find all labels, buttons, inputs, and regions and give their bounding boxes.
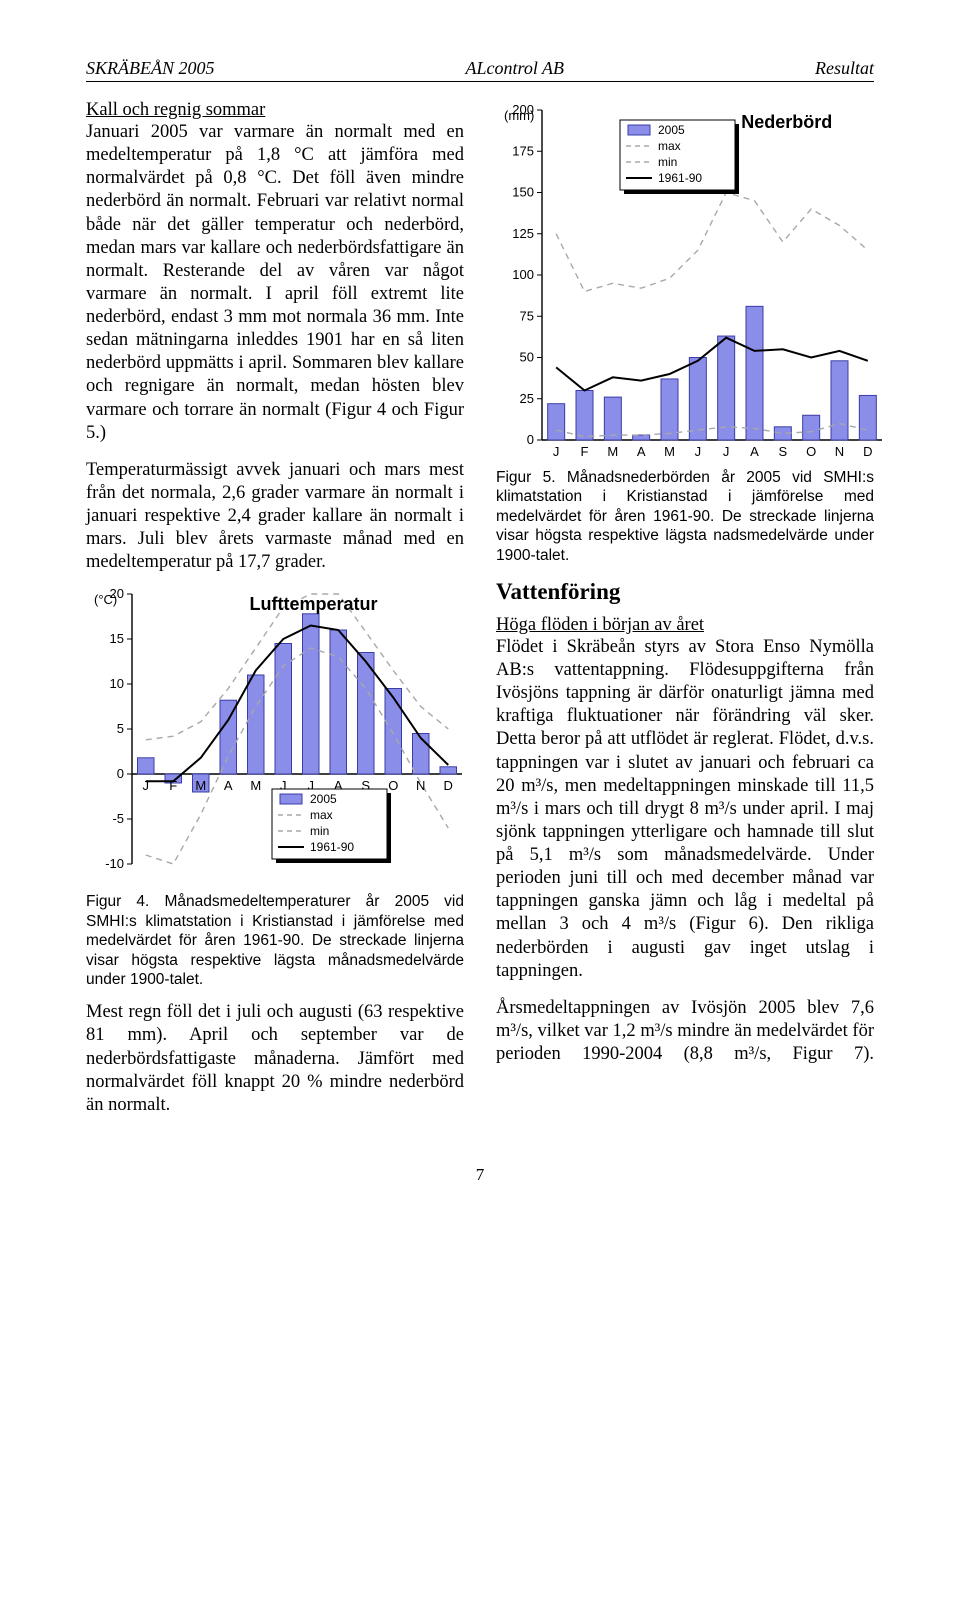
svg-text:N: N (835, 444, 844, 459)
header-right: Resultat (815, 58, 874, 79)
figure-4-caption: Figur 4. Månadsmedeltemperaturer år 2005… (86, 892, 464, 989)
svg-text:(°C): (°C) (94, 592, 117, 607)
svg-text:A: A (224, 778, 233, 793)
svg-text:min: min (310, 824, 329, 838)
svg-text:5: 5 (117, 721, 124, 736)
svg-text:O: O (388, 778, 398, 793)
temperature-chart: -10-505101520(°C)JFMAMJJASONDLufttempera… (86, 588, 464, 884)
svg-text:M: M (607, 444, 618, 459)
svg-text:1961-90: 1961-90 (310, 840, 354, 854)
svg-text:J: J (695, 444, 702, 459)
svg-text:N: N (416, 778, 425, 793)
svg-text:2005: 2005 (658, 123, 685, 137)
svg-text:J: J (143, 778, 150, 793)
para-1: Januari 2005 var varmare än normalt med … (86, 121, 464, 445)
svg-text:10: 10 (110, 676, 124, 691)
svg-text:M: M (195, 778, 206, 793)
svg-text:0: 0 (117, 766, 124, 781)
para-3: Mest regn föll det i juli och augusti (6… (86, 1001, 464, 1117)
left-column: Kall och regnig sommar Januari 2005 var … (86, 100, 464, 1131)
svg-text:15: 15 (110, 631, 124, 646)
svg-text:D: D (444, 778, 453, 793)
svg-text:A: A (750, 444, 759, 459)
svg-text:2005: 2005 (310, 792, 337, 806)
right-column: 0255075100125150175200(mm)JFMAMJJASONDNe… (496, 100, 874, 1131)
svg-text:-5: -5 (112, 811, 124, 826)
svg-text:75: 75 (520, 308, 534, 323)
para-5: Årsmedeltappningen av Ivösjön 2005 blev … (496, 997, 874, 1066)
svg-text:50: 50 (520, 350, 534, 365)
svg-text:J: J (553, 444, 560, 459)
svg-text:M: M (664, 444, 675, 459)
subheading-kall: Kall och regnig sommar (86, 100, 464, 121)
figure-5-caption: Figur 5. Månadsnederbörden år 2005 vid S… (496, 468, 874, 565)
svg-text:25: 25 (520, 391, 534, 406)
svg-text:Nederbörd: Nederbörd (741, 112, 832, 132)
page-header: SKRÄBEÅN 2005 ALcontrol AB Resultat (86, 58, 874, 82)
page-number: 7 (86, 1165, 874, 1185)
svg-text:Lufttemperatur: Lufttemperatur (249, 594, 377, 614)
svg-text:min: min (658, 155, 677, 169)
svg-text:A: A (637, 444, 646, 459)
svg-text:D: D (863, 444, 872, 459)
section-vattenforing: Vattenföring (496, 579, 874, 605)
svg-text:O: O (806, 444, 816, 459)
svg-text:150: 150 (512, 185, 534, 200)
svg-text:F: F (169, 778, 177, 793)
svg-text:max: max (658, 139, 681, 153)
para-2: Temperaturmässigt avvek januari och mars… (86, 459, 464, 575)
temperature-chart-svg: -10-505101520(°C)JFMAMJJASONDLufttempera… (86, 588, 468, 884)
svg-text:F: F (581, 444, 589, 459)
svg-text:J: J (723, 444, 730, 459)
svg-text:S: S (778, 444, 787, 459)
svg-text:0: 0 (527, 432, 534, 447)
svg-text:(mm): (mm) (504, 108, 534, 123)
header-left: SKRÄBEÅN 2005 (86, 58, 215, 79)
subheading-hoga: Höga flöden i början av året (496, 615, 874, 636)
svg-text:125: 125 (512, 226, 534, 241)
precipitation-chart-svg: 0255075100125150175200(mm)JFMAMJJASONDNe… (496, 104, 888, 460)
svg-text:max: max (310, 808, 333, 822)
header-center: ALcontrol AB (466, 58, 565, 79)
svg-text:175: 175 (512, 143, 534, 158)
svg-text:1961-90: 1961-90 (658, 171, 702, 185)
svg-text:M: M (250, 778, 261, 793)
precipitation-chart: 0255075100125150175200(mm)JFMAMJJASONDNe… (496, 104, 874, 460)
para-4: Flödet i Skräbeån styrs av Stora Enso Ny… (496, 636, 874, 983)
svg-text:-10: -10 (105, 856, 124, 871)
svg-text:100: 100 (512, 267, 534, 282)
